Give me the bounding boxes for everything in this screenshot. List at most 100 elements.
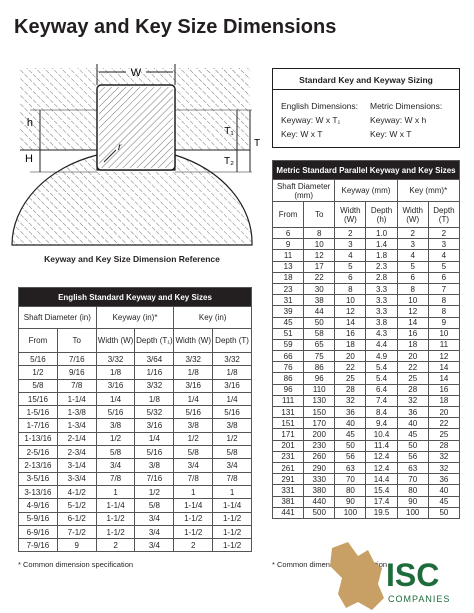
label-h: h bbox=[27, 117, 33, 129]
data-row: 1-7/16 1-3/4 3/8 3/16 3/8 3/8 bbox=[18, 418, 252, 433]
data-row: 5/16 7/16 3/32 3/64 3/32 3/32 bbox=[18, 351, 252, 367]
cell: 7/8 bbox=[56, 378, 97, 393]
cell: 16 bbox=[427, 383, 461, 396]
cell: 110 bbox=[303, 383, 336, 396]
group-header: Keyway (mm) bbox=[334, 179, 398, 202]
cell: 30 bbox=[303, 282, 336, 296]
cell: 1/8 bbox=[212, 365, 252, 380]
column-header: Depth (T) bbox=[212, 328, 252, 353]
data-row: 86 96 25 5.4 25 14 bbox=[271, 372, 461, 385]
cell: 18 bbox=[334, 338, 367, 352]
cell: 9 bbox=[56, 538, 97, 553]
cell: 3/16 bbox=[173, 378, 214, 393]
cell: 17.4 bbox=[365, 495, 398, 508]
label-t2: T₂ bbox=[224, 156, 234, 167]
label-r: r bbox=[118, 142, 122, 153]
cell: 36 bbox=[334, 405, 367, 419]
cell: 230 bbox=[303, 439, 336, 452]
data-row: 231 260 56 12.4 56 32 bbox=[271, 450, 461, 463]
cell: 11.4 bbox=[365, 439, 398, 452]
cell: 23 bbox=[271, 282, 305, 296]
data-row: 76 86 22 5.4 22 14 bbox=[271, 361, 461, 374]
column-header: Width (W) bbox=[396, 201, 429, 228]
cell: 10 bbox=[427, 327, 461, 340]
cell: 1-13/16 bbox=[18, 431, 58, 447]
cell: 4.4 bbox=[365, 338, 398, 352]
cell: 8 bbox=[334, 282, 367, 296]
data-row: 11 12 4 1.8 4 4 bbox=[271, 249, 461, 262]
table-title: English Standard Keyway and Key Sizes bbox=[18, 287, 252, 307]
cell: 131 bbox=[271, 405, 305, 419]
cell: 170 bbox=[303, 417, 336, 430]
label-w: W bbox=[131, 67, 142, 79]
cell: 1/2 bbox=[95, 431, 136, 447]
cell: 3/4 bbox=[173, 458, 214, 473]
cell: 1/4 bbox=[212, 391, 252, 407]
cell: 7/16 bbox=[56, 351, 97, 367]
cell: 25 bbox=[334, 372, 367, 385]
cell: 9 bbox=[427, 316, 461, 329]
cell: 31 bbox=[271, 294, 305, 307]
cell: 7 bbox=[427, 282, 461, 296]
data-row: 39 44 12 3.3 12 8 bbox=[271, 305, 461, 318]
cell: 16 bbox=[334, 327, 367, 340]
cell: 3-5/16 bbox=[18, 471, 58, 486]
data-row: 59 65 18 4.4 18 11 bbox=[271, 338, 461, 352]
cell: 80 bbox=[334, 484, 367, 497]
cell: 5.4 bbox=[365, 372, 398, 385]
cell: 20 bbox=[427, 405, 461, 419]
cell: 6 bbox=[271, 226, 305, 240]
cell: 100 bbox=[334, 506, 367, 519]
cell: 90 bbox=[334, 495, 367, 508]
cell: 7/16 bbox=[134, 471, 175, 486]
cell: 7/8 bbox=[95, 471, 136, 486]
cell: 5/8 bbox=[18, 378, 58, 393]
cell: 39 bbox=[271, 305, 305, 318]
data-row: 1/2 9/16 1/8 1/16 1/8 1/8 bbox=[18, 365, 252, 380]
cell: 201 bbox=[271, 439, 305, 452]
data-row: 381 440 90 17.4 90 45 bbox=[271, 495, 461, 508]
cell: 130 bbox=[303, 394, 336, 408]
cell: 2 bbox=[95, 538, 136, 553]
page-title: Keyway and Key Size Dimensions bbox=[14, 16, 337, 38]
cell: 70 bbox=[334, 473, 367, 486]
data-row: 201 230 50 11.4 50 28 bbox=[271, 439, 461, 452]
cell: 13 bbox=[271, 260, 305, 273]
table-title: Metric Standard Parallel Keyway and Key … bbox=[272, 160, 460, 180]
column-header: Width (W) bbox=[173, 328, 214, 353]
cell: 8 bbox=[303, 226, 336, 240]
cell: 56 bbox=[334, 450, 367, 463]
cell: 22 bbox=[427, 417, 461, 430]
cell: 5/16 bbox=[95, 405, 136, 420]
cell: 96 bbox=[303, 372, 336, 385]
cell: 96 bbox=[271, 383, 305, 396]
data-row: 31 38 10 3.3 10 8 bbox=[271, 294, 461, 307]
keyway: Keyway: W x T₁ bbox=[281, 115, 341, 125]
cell: 3.3 bbox=[365, 282, 398, 296]
cell: 12 bbox=[396, 305, 429, 318]
data-row: 4-9/16 5-1/2 1-1/4 5/8 1-1/4 1-1/4 bbox=[18, 498, 252, 513]
cell: 1-5/16 bbox=[18, 405, 58, 420]
cell: 5-9/16 bbox=[18, 511, 58, 526]
cell: 1-3/8 bbox=[56, 405, 97, 420]
cell: 2-1/4 bbox=[56, 431, 97, 447]
english-table: English Standard Keyway and Key Sizes Sha… bbox=[18, 287, 252, 553]
column-header: Depth (T) bbox=[427, 201, 461, 228]
table: English Standard Keyway and Key Sizes Sha… bbox=[18, 287, 252, 553]
cell: 6 bbox=[427, 271, 461, 284]
sizing-title: Standard Key and Keyway Sizing bbox=[299, 75, 433, 85]
cell: 1/4 bbox=[173, 391, 214, 407]
cell: 20 bbox=[334, 350, 367, 363]
cell: 3/32 bbox=[173, 351, 214, 367]
keyway-diagram: W h H T₁ T T₂ r bbox=[11, 64, 260, 246]
cell: 1/8 bbox=[95, 365, 136, 380]
cell: 16 bbox=[396, 327, 429, 340]
data-row: 261 290 63 12.4 63 32 bbox=[271, 461, 461, 475]
cell: 65 bbox=[303, 338, 336, 352]
cell: 260 bbox=[303, 450, 336, 463]
cell: 6.4 bbox=[365, 383, 398, 396]
cell: 10 bbox=[334, 294, 367, 307]
cell: 7/8 bbox=[212, 471, 252, 486]
data-row: 131 150 36 8.4 36 20 bbox=[271, 405, 461, 419]
cell: 1/2 bbox=[18, 365, 58, 380]
